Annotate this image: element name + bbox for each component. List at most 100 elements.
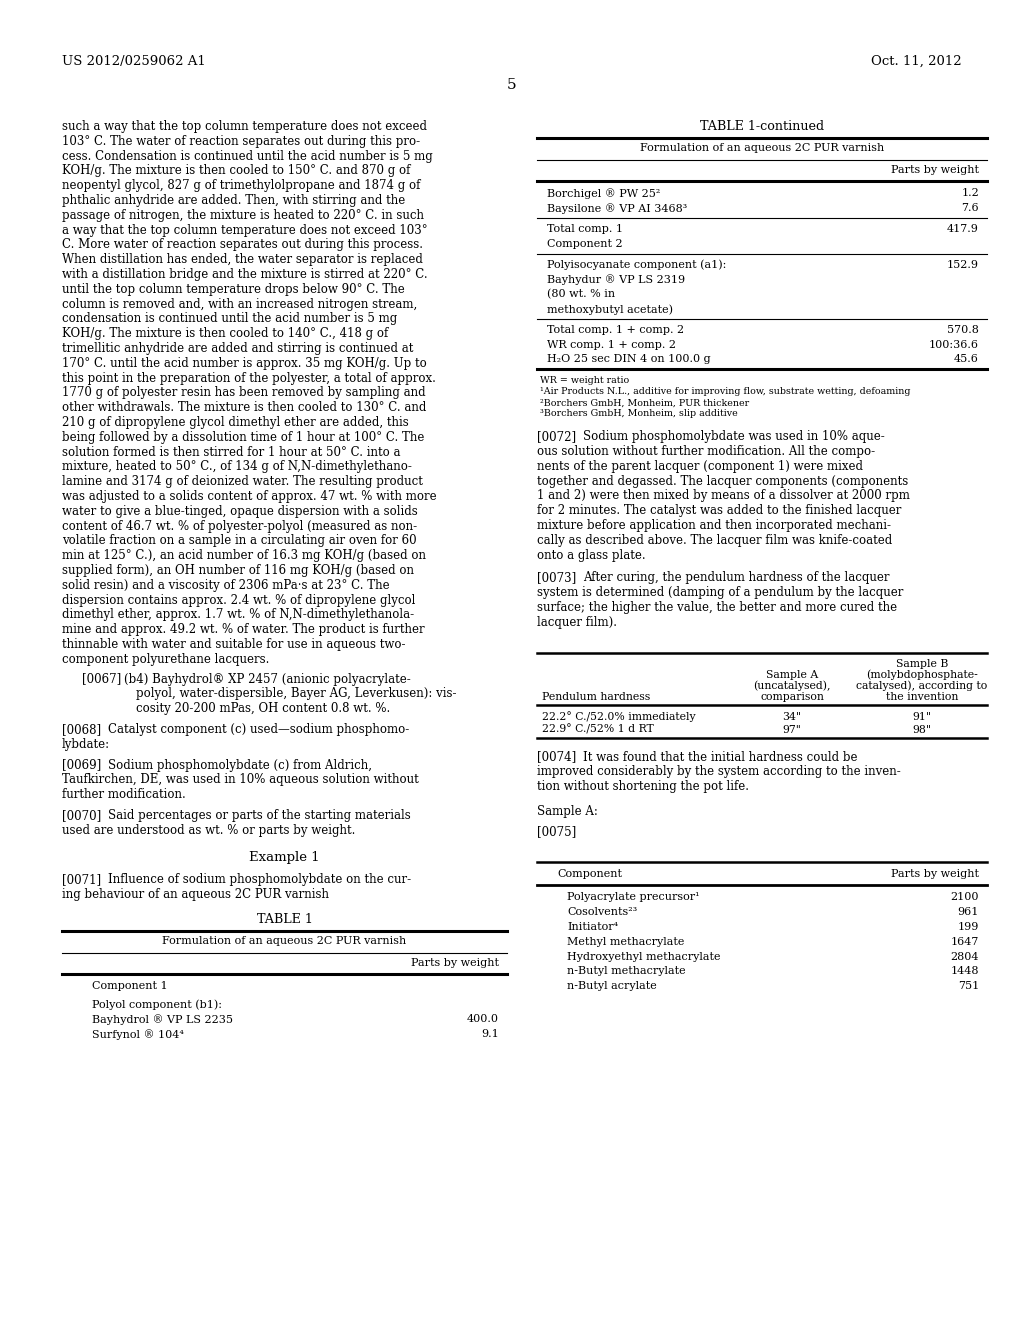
Text: Formulation of an aqueous 2C PUR varnish: Formulation of an aqueous 2C PUR varnish	[640, 143, 884, 153]
Text: lybdate:: lybdate:	[62, 738, 111, 751]
Text: Oct. 11, 2012: Oct. 11, 2012	[871, 55, 962, 69]
Text: together and degassed. The lacquer components (components: together and degassed. The lacquer compo…	[537, 475, 908, 487]
Text: 751: 751	[957, 981, 979, 991]
Text: Sample B: Sample B	[896, 659, 948, 669]
Text: volatile fraction on a sample in a circulating air oven for 60: volatile fraction on a sample in a circu…	[62, 535, 417, 548]
Text: cosity 20-200 mPas, OH content 0.8 wt. %.: cosity 20-200 mPas, OH content 0.8 wt. %…	[136, 702, 390, 715]
Text: being followed by a dissolution time of 1 hour at 100° C. The: being followed by a dissolution time of …	[62, 430, 424, 444]
Text: ³Borchers GmbH, Monheim, slip additive: ³Borchers GmbH, Monheim, slip additive	[540, 409, 737, 418]
Text: Formulation of an aqueous 2C PUR varnish: Formulation of an aqueous 2C PUR varnish	[163, 936, 407, 946]
Text: Example 1: Example 1	[249, 850, 319, 863]
Text: 9.1: 9.1	[481, 1028, 499, 1039]
Text: (molybdophosphate-: (molybdophosphate-	[866, 669, 978, 680]
Text: [0075]: [0075]	[537, 825, 577, 838]
Text: min at 125° C.), an acid number of 16.3 mg KOH/g (based on: min at 125° C.), an acid number of 16.3 …	[62, 549, 426, 562]
Text: the invention: the invention	[886, 692, 958, 702]
Text: WR = weight ratio: WR = weight ratio	[540, 376, 630, 385]
Text: ing behaviour of an aqueous 2C PUR varnish: ing behaviour of an aqueous 2C PUR varni…	[62, 888, 329, 902]
Text: KOH/g. The mixture is then cooled to 140° C., 418 g of: KOH/g. The mixture is then cooled to 140…	[62, 327, 388, 341]
Text: 100:36.6: 100:36.6	[929, 339, 979, 350]
Text: TABLE 1: TABLE 1	[257, 913, 312, 927]
Text: Polyisocyanate component (a1):: Polyisocyanate component (a1):	[547, 260, 726, 271]
Text: solution formed is then stirred for 1 hour at 50° C. into a: solution formed is then stirred for 1 ho…	[62, 446, 400, 458]
Text: cally as described above. The lacquer film was knife-coated: cally as described above. The lacquer fi…	[537, 533, 892, 546]
Text: 2100: 2100	[950, 892, 979, 903]
Text: (uncatalysed),: (uncatalysed),	[754, 681, 830, 692]
Text: supplied form), an OH number of 116 mg KOH/g (based on: supplied form), an OH number of 116 mg K…	[62, 564, 414, 577]
Text: 97": 97"	[782, 725, 802, 735]
Text: Component 1: Component 1	[92, 981, 168, 991]
Text: used are understood as wt. % or parts by weight.: used are understood as wt. % or parts by…	[62, 824, 355, 837]
Text: ²Borchers GmbH, Monheim, PUR thickener: ²Borchers GmbH, Monheim, PUR thickener	[540, 399, 750, 407]
Text: 103° C. The water of reaction separates out during this pro-: 103° C. The water of reaction separates …	[62, 135, 420, 148]
Text: phthalic anhydride are added. Then, with stirring and the: phthalic anhydride are added. Then, with…	[62, 194, 406, 207]
Text: tion without shortening the pot life.: tion without shortening the pot life.	[537, 780, 749, 793]
Text: mine and approx. 49.2 wt. % of water. The product is further: mine and approx. 49.2 wt. % of water. Th…	[62, 623, 425, 636]
Text: water to give a blue-tinged, opaque dispersion with a solids: water to give a blue-tinged, opaque disp…	[62, 504, 418, 517]
Text: Sample A: Sample A	[766, 669, 818, 680]
Text: 170° C. until the acid number is approx. 35 mg KOH/g. Up to: 170° C. until the acid number is approx.…	[62, 356, 427, 370]
Text: 400.0: 400.0	[467, 1014, 499, 1024]
Text: Taufkirchen, DE, was used in 10% aqueous solution without: Taufkirchen, DE, was used in 10% aqueous…	[62, 774, 419, 787]
Text: Catalyst component (c) used—sodium phosphomo-: Catalyst component (c) used—sodium phosp…	[108, 723, 410, 737]
Text: US 2012/0259062 A1: US 2012/0259062 A1	[62, 55, 206, 69]
Text: 45.6: 45.6	[954, 354, 979, 364]
Text: 210 g of dipropylene glycol dimethyl ether are added, this: 210 g of dipropylene glycol dimethyl eth…	[62, 416, 409, 429]
Text: 1.2: 1.2	[962, 189, 979, 198]
Text: Sodium phosphomolybdate (c) from Aldrich,: Sodium phosphomolybdate (c) from Aldrich…	[108, 759, 372, 772]
Text: mixture, heated to 50° C., of 134 g of N,N-dimethylethano-: mixture, heated to 50° C., of 134 g of N…	[62, 461, 412, 474]
Text: KOH/g. The mixture is then cooled to 150° C. and 870 g of: KOH/g. The mixture is then cooled to 150…	[62, 165, 411, 177]
Text: component polyurethane lacquers.: component polyurethane lacquers.	[62, 653, 269, 665]
Text: [0069]: [0069]	[62, 759, 101, 772]
Text: TABLE 1-continued: TABLE 1-continued	[700, 120, 824, 133]
Text: When distillation has ended, the water separator is replaced: When distillation has ended, the water s…	[62, 253, 423, 267]
Text: n-Butyl methacrylate: n-Butyl methacrylate	[567, 966, 686, 977]
Text: further modification.: further modification.	[62, 788, 185, 801]
Text: comparison: comparison	[760, 692, 824, 702]
Text: 961: 961	[957, 907, 979, 917]
Text: Surfynol ® 104⁴: Surfynol ® 104⁴	[92, 1028, 184, 1040]
Text: H₂O 25 sec DIN 4 on 100.0 g: H₂O 25 sec DIN 4 on 100.0 g	[547, 354, 711, 364]
Text: 1770 g of polyester resin has been removed by sampling and: 1770 g of polyester resin has been remov…	[62, 387, 426, 400]
Text: Parts by weight: Parts by weight	[891, 869, 979, 879]
Text: lamine and 3174 g of deionized water. The resulting product: lamine and 3174 g of deionized water. Th…	[62, 475, 423, 488]
Text: Parts by weight: Parts by weight	[411, 957, 499, 968]
Text: nents of the parent lacquer (component 1) were mixed: nents of the parent lacquer (component 1…	[537, 459, 863, 473]
Text: 570.8: 570.8	[947, 325, 979, 335]
Text: Cosolvents²³: Cosolvents²³	[567, 907, 637, 917]
Text: surface; the higher the value, the better and more cured the: surface; the higher the value, the bette…	[537, 601, 897, 614]
Text: 152.9: 152.9	[947, 260, 979, 269]
Text: 98": 98"	[912, 725, 932, 735]
Text: catalysed), according to: catalysed), according to	[856, 681, 987, 692]
Text: Bayhydrol ® VP LS 2235: Bayhydrol ® VP LS 2235	[92, 1014, 233, 1024]
Text: methoxybutyl acetate): methoxybutyl acetate)	[547, 304, 673, 314]
Text: 22.2° C./52.0% immediately: 22.2° C./52.0% immediately	[542, 711, 695, 722]
Text: 5: 5	[507, 78, 517, 92]
Text: until the top column temperature drops below 90° C. The: until the top column temperature drops b…	[62, 282, 404, 296]
Text: 1448: 1448	[950, 966, 979, 977]
Text: trimellitic anhydride are added and stirring is continued at: trimellitic anhydride are added and stir…	[62, 342, 414, 355]
Text: Influence of sodium phosphomolybdate on the cur-: Influence of sodium phosphomolybdate on …	[108, 874, 411, 887]
Text: [0074]: [0074]	[537, 751, 577, 763]
Text: [0070]: [0070]	[62, 809, 101, 822]
Text: for 2 minutes. The catalyst was added to the finished lacquer: for 2 minutes. The catalyst was added to…	[537, 504, 901, 517]
Text: system is determined (damping of a pendulum by the lacquer: system is determined (damping of a pendu…	[537, 586, 903, 599]
Text: Borchigel ® PW 25²: Borchigel ® PW 25²	[547, 189, 660, 199]
Text: Methyl methacrylate: Methyl methacrylate	[567, 937, 684, 946]
Text: 7.6: 7.6	[962, 203, 979, 214]
Text: Total comp. 1 + comp. 2: Total comp. 1 + comp. 2	[547, 325, 684, 335]
Text: C. More water of reaction separates out during this process.: C. More water of reaction separates out …	[62, 239, 423, 251]
Text: polyol, water-dispersible, Bayer AG, Leverkusen): vis-: polyol, water-dispersible, Bayer AG, Lev…	[136, 688, 457, 701]
Text: Component: Component	[557, 869, 622, 879]
Text: [0071]: [0071]	[62, 874, 101, 887]
Text: such a way that the top column temperature does not exceed: such a way that the top column temperatu…	[62, 120, 427, 133]
Text: Total comp. 1: Total comp. 1	[547, 224, 623, 234]
Text: Baysilone ® VP AI 3468³: Baysilone ® VP AI 3468³	[547, 203, 687, 214]
Text: lacquer film).: lacquer film).	[537, 616, 617, 628]
Text: onto a glass plate.: onto a glass plate.	[537, 549, 645, 561]
Text: 1647: 1647	[950, 937, 979, 946]
Text: dimethyl ether, approx. 1.7 wt. % of N,N-dimethylethanola-: dimethyl ether, approx. 1.7 wt. % of N,N…	[62, 609, 414, 622]
Text: Sample A:: Sample A:	[537, 805, 598, 818]
Text: 199: 199	[957, 921, 979, 932]
Text: Polyol component (b1):: Polyol component (b1):	[92, 999, 222, 1010]
